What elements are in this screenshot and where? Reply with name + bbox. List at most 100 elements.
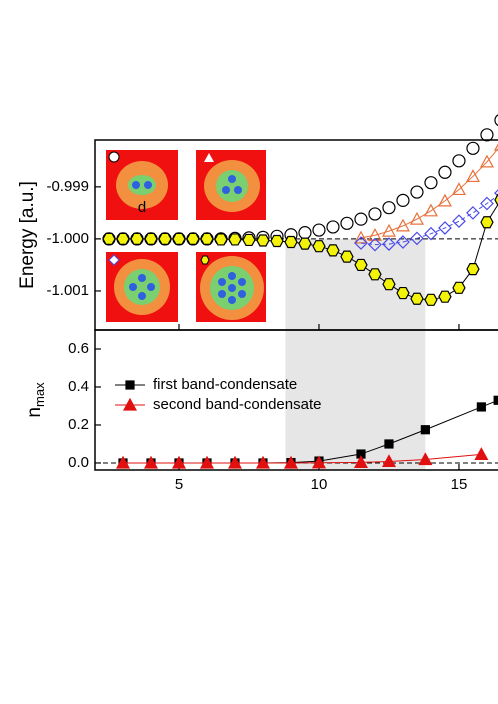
point [354,236,368,250]
point [396,286,410,300]
insets: d [106,150,266,322]
x-tick-label: 10 [311,476,328,493]
point [130,232,144,246]
point [438,165,452,179]
point [410,292,424,305]
point [384,439,394,449]
point [395,218,410,232]
point [437,193,452,207]
core [218,290,226,298]
y-tick-label: -1.000 [46,230,89,247]
contour [124,269,160,305]
point [424,226,438,241]
point [125,380,135,390]
contour [216,170,248,202]
point [494,193,498,206]
inset-key [200,255,210,265]
point [438,290,452,303]
series-line [360,147,498,239]
point [466,206,480,220]
point [367,228,382,241]
core [144,181,152,189]
legend-label: second band-condensate [153,396,321,413]
point [116,232,130,246]
core [222,186,230,194]
point [242,233,256,247]
point [311,455,326,469]
point [200,232,214,246]
point [353,455,368,469]
core [138,274,146,282]
point [340,250,354,263]
point [199,455,214,469]
y-tick-label: 0.6 [68,340,89,357]
point [186,232,200,246]
point [494,114,498,127]
point [479,154,494,168]
point [423,203,438,217]
point [122,397,138,411]
point [382,237,396,251]
point [270,234,284,248]
y-tick-label: 0.0 [68,454,89,471]
y-tick-label: 0.2 [68,416,89,433]
point [418,452,433,466]
core [138,292,146,300]
y-axis-label: nmax [24,382,47,418]
point [480,196,494,211]
point [452,214,466,229]
point [381,454,396,468]
point [396,193,410,207]
contour [128,175,156,195]
series-line [122,453,482,464]
core [228,175,236,183]
point [298,226,312,240]
core [218,278,226,286]
shaded-region [285,330,426,470]
point [480,128,494,142]
point [466,262,480,276]
point [474,447,489,461]
point [493,395,498,405]
point [171,455,187,469]
inset-key [204,153,214,162]
point [480,216,494,229]
point [368,268,382,281]
y-axis-label-sub: max [32,382,47,407]
point [452,281,466,294]
inset-key [108,254,120,266]
point [115,455,131,469]
inset-key [108,151,120,163]
point [172,232,186,246]
point [312,240,326,253]
point [466,141,480,155]
series-line [360,194,498,246]
point [340,216,354,230]
y-tick-label: 0.4 [68,378,89,395]
point [438,221,452,235]
point [354,212,368,226]
shaded-region [285,238,426,330]
point [298,237,312,250]
core [228,284,236,292]
plot-frame [94,329,498,471]
point [476,402,486,412]
point [494,189,498,197]
point [102,232,116,246]
annotation: d [138,199,146,216]
point [353,230,368,244]
core [147,283,155,291]
x-tick-label: 15 [451,476,468,493]
point [214,233,228,246]
point [368,207,382,221]
point [284,235,298,249]
point [452,154,466,168]
point [420,425,430,435]
core [238,290,246,298]
legend-label: first band-condensate [153,376,297,393]
point [256,234,270,247]
core [132,181,140,189]
point [312,223,326,237]
core [228,272,236,280]
